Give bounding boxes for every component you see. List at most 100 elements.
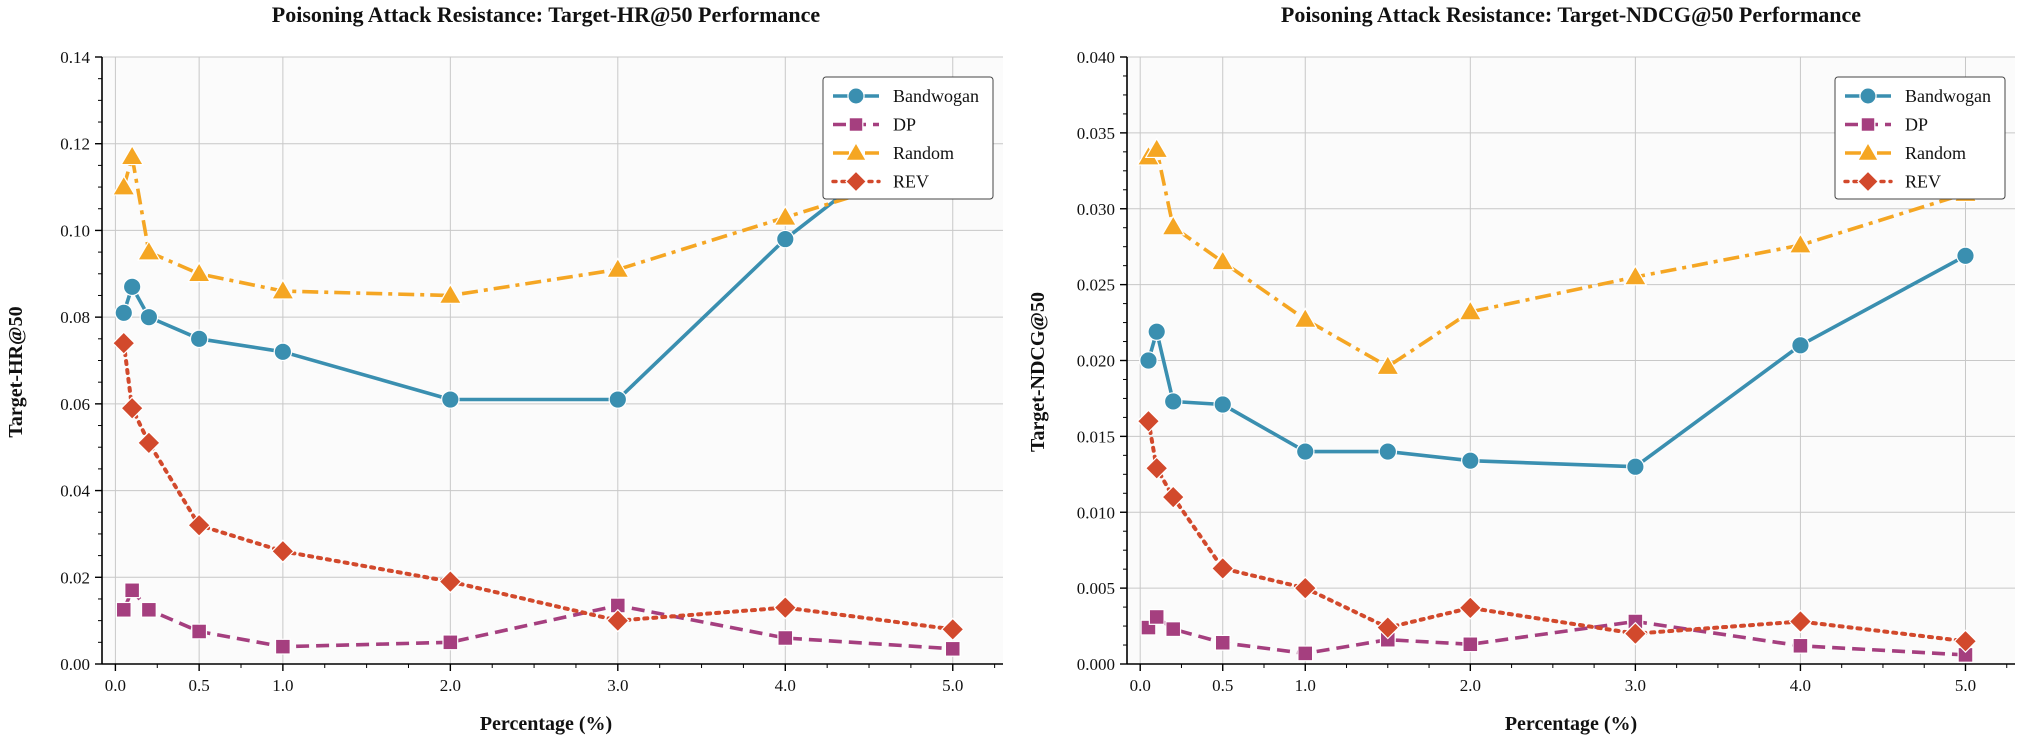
y-tick-label: 0.10 <box>60 221 90 240</box>
plot-area: 0.0 0.5 1.0 2.0 3.0 4.0 5.0 0.00 0.02 0.04 0.06 0.0… <box>60 48 1003 695</box>
legend-item: Random <box>833 141 954 163</box>
x-tick-label: 1.0 <box>272 676 293 695</box>
data-point <box>1792 637 1809 654</box>
chart-hr50: 0.0 0.5 1.0 2.0 3.0 4.0 5.0 0.00 0.02 0.04 0.06 0.0… <box>5 2 1003 735</box>
y-tick-label: 0.02 <box>60 568 90 587</box>
data-point <box>1147 322 1166 341</box>
legend-label: DP <box>893 115 916 135</box>
data-point <box>189 329 209 349</box>
legend-item: DP <box>833 115 916 135</box>
legend-marker <box>847 87 865 105</box>
series-line <box>1146 254 1967 469</box>
data-point <box>1144 137 1169 159</box>
data-point <box>1136 409 1161 433</box>
series-rev <box>1136 409 1978 654</box>
legend-box <box>822 76 994 200</box>
y-axis-label: Target-NDCG@50 <box>1027 292 1049 452</box>
x-tick-label: 0.5 <box>189 676 210 695</box>
y-tick-label: 0.06 <box>60 395 90 414</box>
data-point <box>187 261 212 283</box>
x-tick-label: 0.0 <box>1130 676 1151 695</box>
y-tick-label: 0.04 <box>60 482 90 501</box>
legend-label: Bandwogan <box>1905 86 1991 106</box>
data-point <box>940 617 965 642</box>
data-point <box>608 390 628 409</box>
x-tick-label: 5.0 <box>1955 676 1976 695</box>
x-tick-label: 5.0 <box>942 676 963 695</box>
data-point <box>122 277 142 297</box>
data-point <box>111 174 136 196</box>
data-point <box>1297 645 1314 662</box>
x-tick-label: 4.0 <box>775 676 796 695</box>
data-point <box>1623 264 1648 286</box>
data-point <box>1293 576 1318 600</box>
y-tick-label: 0.000 <box>1077 655 1115 674</box>
legend: Bandwogan DP Random REV <box>822 76 994 200</box>
data-point <box>776 229 795 249</box>
data-point <box>606 608 630 633</box>
data-point <box>137 431 161 455</box>
data-point <box>1458 596 1483 620</box>
data-point <box>1293 307 1318 328</box>
data-point <box>438 569 463 594</box>
legend-marker <box>1859 87 1877 105</box>
chart-title: Poisoning Attack Resistance: Target-HR@5… <box>272 2 821 27</box>
legend-item: Bandwogan <box>833 86 979 106</box>
data-point <box>140 601 157 618</box>
series-line <box>1147 147 1967 369</box>
data-point <box>191 623 208 640</box>
data-point <box>442 634 459 651</box>
data-point <box>777 630 794 646</box>
data-point <box>1461 451 1480 470</box>
data-point <box>120 396 144 420</box>
data-point <box>115 601 132 618</box>
data-point <box>1161 485 1185 509</box>
y-tick-label: 0.030 <box>1077 200 1115 219</box>
data-point <box>441 390 460 409</box>
x-axis-label: Percentage (%) <box>1505 713 1637 735</box>
legend-marker <box>1860 117 1876 132</box>
data-point <box>1163 392 1183 411</box>
data-point <box>136 239 161 261</box>
data-point <box>112 331 136 355</box>
series-bandwogan <box>114 99 963 409</box>
legend-label: Random <box>893 143 954 163</box>
legend-item: DP <box>1845 115 1928 135</box>
legend-item: Bandwogan <box>1845 86 1991 106</box>
chart-title: Poisoning Attack Resistance: Target-NDCG… <box>1281 2 1861 27</box>
y-tick-label: 0.08 <box>60 308 90 327</box>
x-tick-label: 4.0 <box>1790 676 1811 695</box>
plot-area: 0.0 0.5 1.0 2.0 3.0 4.0 5.0 0.000 0.005 0.010 0.01… <box>1077 48 2015 695</box>
x-tick-label: 1.0 <box>1295 676 1316 695</box>
x-axis-label: Percentage (%) <box>480 713 612 735</box>
data-point <box>1161 214 1186 236</box>
series-dp <box>1140 609 1974 663</box>
data-point <box>1458 299 1483 321</box>
y-tick-label: 0.035 <box>1077 124 1115 143</box>
data-point <box>1144 456 1169 481</box>
data-point <box>605 257 630 278</box>
data-point <box>1788 233 1813 254</box>
data-point <box>1462 636 1479 653</box>
legend-label: REV <box>1905 172 1941 192</box>
legend-box <box>1834 76 2006 200</box>
y-tick-label: 0.005 <box>1077 579 1115 598</box>
data-point <box>773 205 798 226</box>
y-tick-label: 0.010 <box>1077 503 1115 522</box>
data-point <box>1210 556 1235 581</box>
y-tick-label: 0.00 <box>60 655 90 674</box>
data-point <box>1626 457 1645 477</box>
data-point <box>274 638 291 655</box>
legend-marker <box>848 117 864 132</box>
data-point <box>114 303 134 323</box>
data-point <box>1956 246 1975 266</box>
data-point <box>187 513 211 538</box>
legend-label: Random <box>1905 143 1966 163</box>
legend-label: REV <box>893 172 929 192</box>
data-point <box>944 640 961 657</box>
data-point <box>1148 609 1165 625</box>
data-point <box>1210 249 1235 271</box>
x-tick-label: 3.0 <box>1625 676 1646 695</box>
series-bandwogan <box>1139 246 1975 477</box>
